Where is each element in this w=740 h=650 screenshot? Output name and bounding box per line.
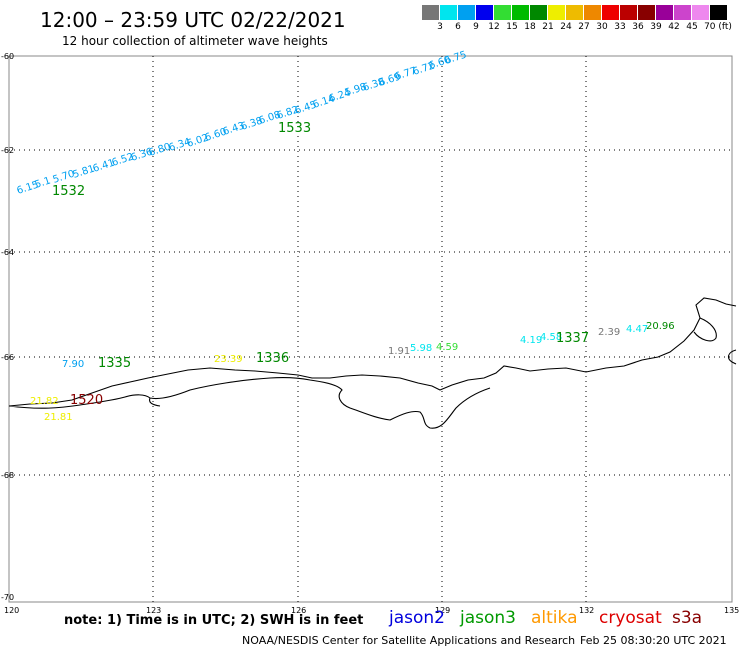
- scale-swatch: [440, 5, 458, 20]
- swh-value-label: 23.39: [214, 354, 243, 365]
- pass-time-label: 1533: [278, 121, 311, 136]
- footer-note: note: 1) Time is in UTC; 2) SWH is in fe…: [64, 613, 364, 628]
- swh-value-label: 4.47: [626, 324, 648, 335]
- scale-swatch: [458, 5, 476, 20]
- pass-time-label: 1335: [98, 356, 131, 371]
- scale-label: 36: [632, 22, 644, 32]
- swh-value-label: 5.98: [410, 343, 432, 354]
- scale-swatch: [692, 5, 710, 20]
- scale-label: 15: [506, 22, 518, 32]
- credit-text: NOAA/NESDIS Center for Satellite Applica…: [242, 634, 576, 647]
- scale-label: 30: [596, 22, 608, 32]
- scale-swatch: [512, 5, 530, 20]
- scale-swatch: [656, 5, 674, 20]
- legend-item-jason2: jason2: [389, 608, 445, 628]
- lat-label: -64: [1, 248, 14, 257]
- page-title: 12:00 – 23:59 UTC 02/22/2021: [40, 8, 346, 32]
- lon-label: 132: [579, 606, 594, 615]
- axis-labels: -60 -62 -64 -66 -68 -70 120 123 126 129 …: [1, 52, 739, 615]
- scale-swatch: [476, 5, 494, 20]
- lon-label: 135: [724, 606, 739, 615]
- pass-time-label: 1520: [70, 393, 103, 408]
- page-subtitle: 12 hour collection of altimeter wave hei…: [62, 34, 328, 48]
- scale-label: 70 (ft): [704, 22, 732, 32]
- pass-time-label: 1336: [256, 351, 289, 366]
- scale-label: 9: [473, 22, 479, 32]
- scale-label: 18: [524, 22, 536, 32]
- lat-label: -62: [1, 146, 14, 155]
- swh-value-label: 2.39: [598, 327, 620, 338]
- scale-swatch: [674, 5, 692, 20]
- lat-label: -70: [1, 593, 14, 602]
- graticule: [9, 56, 732, 602]
- scale-label: 27: [578, 22, 590, 32]
- scale-swatch: [710, 5, 728, 20]
- scale-label: 33: [614, 22, 626, 32]
- scale-swatch: [494, 5, 512, 20]
- pass-time-label: 1337: [556, 331, 589, 346]
- swh-value-label: 7.90: [62, 359, 84, 370]
- scale-label: 3: [437, 22, 443, 32]
- scale-label: 12: [488, 22, 500, 32]
- lon-label: 129: [435, 606, 450, 615]
- color-scale-bar: [422, 5, 728, 20]
- scale-swatch: [422, 5, 440, 20]
- lon-label: 120: [4, 606, 19, 615]
- scale-label: 24: [560, 22, 572, 32]
- scale-swatch: [548, 5, 566, 20]
- legend-item-altika: altika: [531, 608, 578, 628]
- generated-timestamp: Feb 25 08:30:20 UTC 2021: [580, 634, 727, 647]
- antarctic-coastline: [8, 297, 737, 429]
- scale-label: 45: [686, 22, 698, 32]
- swh-value-label: 21.82: [30, 396, 59, 407]
- map-frame: [8, 55, 733, 603]
- swh-value-label: 5.1: [34, 175, 53, 190]
- lon-label: 126: [291, 606, 306, 615]
- legend-item-jason3: jason3: [460, 608, 516, 628]
- swh-value-label: 20.96: [646, 321, 675, 332]
- swh-value-label: 4.58: [540, 332, 562, 343]
- swh-value-label: 4.19: [520, 335, 542, 346]
- lat-label: -68: [1, 471, 14, 480]
- scale-swatch: [620, 5, 638, 20]
- scale-label: 6: [455, 22, 461, 32]
- scale-label: 21: [542, 22, 554, 32]
- lon-label: 123: [146, 606, 161, 615]
- swh-value-label: 4.59: [436, 342, 458, 353]
- lat-label: -66: [1, 353, 14, 362]
- lat-label: -60: [1, 52, 14, 61]
- legend-item-s3a: s3a: [672, 608, 703, 628]
- swh-value-label: 1.91: [388, 346, 410, 357]
- scale-swatch: [530, 5, 548, 20]
- scale-swatch: [584, 5, 602, 20]
- legend-item-cryosat: cryosat: [599, 608, 662, 628]
- swh-value-label: 6.75: [444, 50, 469, 67]
- scale-label: 39: [650, 22, 662, 32]
- scale-swatch: [602, 5, 620, 20]
- pass-time-label: 1532: [52, 184, 85, 199]
- scale-swatch: [566, 5, 584, 20]
- scale-label: 42: [668, 22, 680, 32]
- swh-value-label: 21.81: [44, 412, 73, 423]
- scale-swatch: [638, 5, 656, 20]
